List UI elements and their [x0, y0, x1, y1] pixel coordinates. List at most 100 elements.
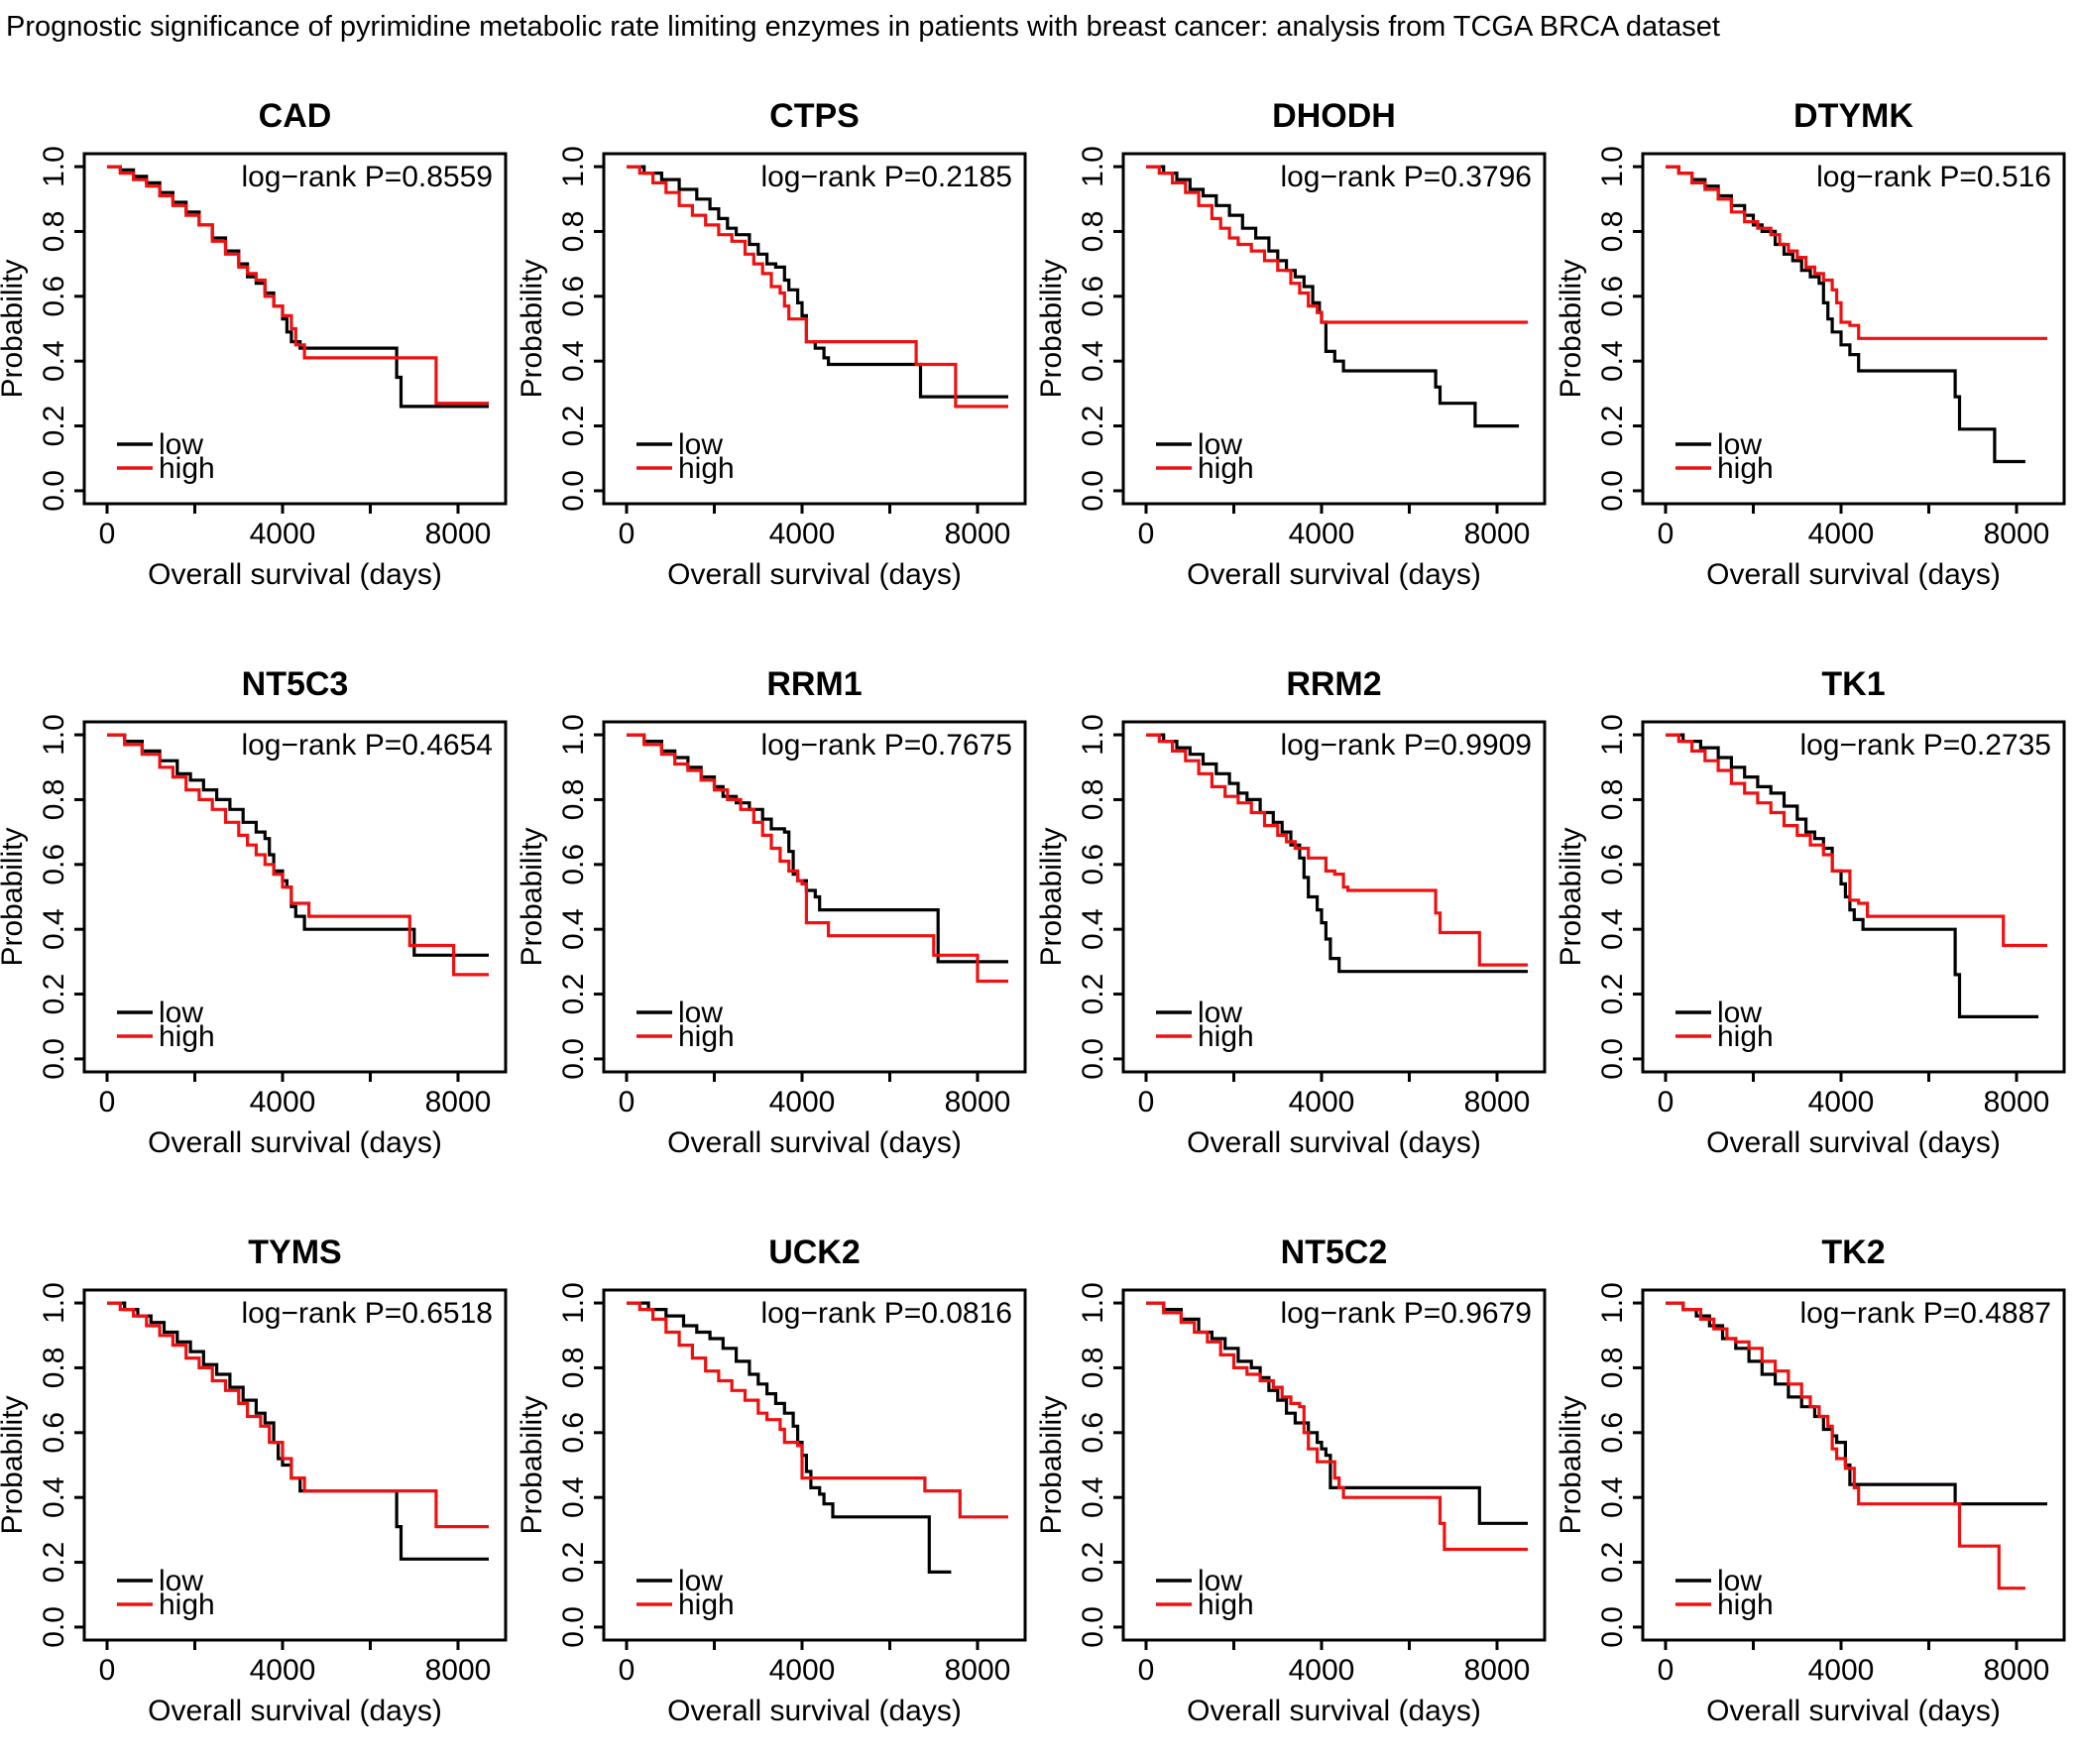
x-axis-title: Overall survival (days) [1187, 1126, 1481, 1159]
y-tick-label: 0.0 [38, 470, 70, 512]
y-tick-label: 0.4 [1077, 908, 1109, 950]
y-tick-label: 1.0 [1596, 1282, 1629, 1324]
y-tick-label: 0.2 [557, 1542, 590, 1584]
km-curve-low [107, 165, 489, 409]
x-tick-label: 8000 [1464, 518, 1531, 550]
legend-label-high: high [1717, 452, 1774, 485]
y-tick-label: 0.0 [38, 1606, 70, 1648]
x-tick-label: 0 [99, 1654, 116, 1687]
y-tick-label: 0.8 [1077, 1348, 1109, 1389]
y-tick-label: 1.0 [557, 1282, 590, 1324]
y-tick-label: 0.0 [1596, 470, 1629, 512]
x-tick-label: 4000 [1808, 518, 1875, 550]
x-tick-label: 0 [619, 518, 635, 550]
plot-frame [1641, 1288, 2066, 1642]
y-tick-label: 0.6 [1077, 1412, 1109, 1454]
y-tick-label: 0.4 [1596, 1476, 1629, 1518]
panel-cad: CAD log−rank P=0.8559 0.0 0.2 0.4 0.6 0.8 1.0 0 4… [0, 52, 520, 620]
y-tick-label: 1.0 [38, 1282, 70, 1324]
y-tick-label: 0.0 [1077, 1038, 1109, 1080]
panel-title: TK1 [1821, 665, 1885, 703]
x-tick-label: 8000 [425, 1086, 492, 1118]
y-axis-title: Probability [1039, 827, 1068, 966]
km-curve-low [1146, 1301, 1528, 1525]
y-axis-title: Probability [520, 1395, 548, 1534]
y-tick-label: 1.0 [1596, 714, 1629, 756]
km-chart-dtymk: DTYMK log−rank P=0.516 0.0 0.2 0.4 0.6 0.8 1.0 0… [1559, 97, 2066, 591]
legend-label-low: low [1717, 997, 1762, 1029]
y-tick-label: 0.2 [1077, 974, 1109, 1015]
p-value-label: log−rank P=0.3796 [1280, 161, 1532, 193]
km-chart-uck2: UCK2 log−rank P=0.0816 0.0 0.2 0.4 0.6 0.8 1.0 0… [520, 1234, 1027, 1727]
panel-title: RRM1 [766, 665, 862, 703]
legend-label-high: high [1717, 1020, 1774, 1053]
y-tick-label: 0.2 [1596, 1542, 1629, 1584]
panel-title: NT5C2 [1281, 1234, 1388, 1271]
panel-grid: CAD log−rank P=0.8559 0.0 0.2 0.4 0.6 0.8 1.0 0 4… [0, 52, 2079, 1756]
y-tick-label: 0.6 [38, 276, 70, 317]
y-tick-label: 0.8 [557, 1348, 590, 1389]
km-curve-high [1666, 1301, 2025, 1590]
y-tick-label: 0.8 [557, 779, 590, 821]
plot-frame [602, 152, 1027, 506]
p-value-label: log−rank P=0.0816 [760, 1297, 1012, 1330]
p-value-label: log−rank P=0.516 [1816, 161, 2051, 193]
p-value-label: log−rank P=0.2185 [760, 161, 1012, 193]
x-tick-label: 4000 [1289, 1654, 1355, 1687]
x-tick-label: 4000 [1808, 1086, 1875, 1118]
x-tick-label: 4000 [769, 518, 836, 550]
legend-label-low: low [678, 428, 723, 461]
y-tick-label: 0.2 [1596, 974, 1629, 1015]
y-axis-title: Probability [520, 827, 548, 966]
legend-label-high: high [1717, 1588, 1774, 1621]
y-tick-label: 1.0 [38, 146, 70, 187]
y-tick-label: 0.0 [38, 1038, 70, 1080]
x-axis-title: Overall survival (days) [1187, 1695, 1481, 1727]
x-tick-label: 0 [1138, 518, 1155, 550]
y-tick-label: 1.0 [1077, 146, 1109, 187]
x-tick-label: 8000 [425, 1654, 492, 1687]
x-tick-label: 8000 [1984, 1654, 2050, 1687]
panel-title: RRM2 [1286, 665, 1381, 703]
y-tick-label: 0.4 [557, 1476, 590, 1518]
x-tick-label: 0 [619, 1086, 635, 1118]
y-axis-title: Probability [1559, 259, 1587, 398]
y-tick-label: 1.0 [557, 714, 590, 756]
x-tick-label: 0 [99, 1086, 116, 1118]
y-tick-label: 0.2 [1596, 406, 1629, 447]
x-tick-label: 0 [619, 1654, 635, 1687]
legend-label-low: low [1198, 997, 1242, 1029]
km-curve-high [627, 1301, 1008, 1519]
x-axis-title: Overall survival (days) [1706, 1695, 2001, 1727]
km-curve-low [627, 165, 1008, 399]
y-tick-label: 1.0 [1077, 1282, 1109, 1324]
x-tick-label: 4000 [250, 1086, 316, 1118]
legend-label-low: low [1198, 1565, 1242, 1597]
y-tick-label: 0.8 [38, 1348, 70, 1389]
y-tick-label: 0.4 [557, 908, 590, 950]
y-tick-label: 0.8 [1596, 211, 1629, 253]
panel-title: NT5C3 [242, 665, 349, 703]
panel-nt5c3: NT5C3 log−rank P=0.4654 0.0 0.2 0.4 0.6 0.8 1.0… [0, 620, 520, 1188]
x-tick-label: 8000 [945, 1086, 1011, 1118]
panel-title: TK2 [1821, 1234, 1885, 1271]
km-chart-nt5c2: NT5C2 log−rank P=0.9679 0.0 0.2 0.4 0.6 0.8 1.0… [1039, 1234, 1547, 1727]
plot-frame [1641, 152, 2066, 506]
km-chart-cad: CAD log−rank P=0.8559 0.0 0.2 0.4 0.6 0.8 1.0 0 4… [0, 97, 508, 591]
p-value-label: log−rank P=0.4887 [1799, 1297, 2051, 1330]
x-tick-label: 8000 [945, 1654, 1011, 1687]
y-tick-label: 0.6 [38, 1412, 70, 1454]
x-tick-label: 8000 [1984, 1086, 2050, 1118]
x-tick-label: 4000 [250, 1654, 316, 1687]
y-tick-label: 0.0 [557, 1038, 590, 1080]
y-axis-title: Probability [0, 1395, 29, 1534]
km-curve-high [107, 1301, 489, 1529]
legend-label-high: high [678, 452, 735, 485]
y-tick-label: 0.2 [1077, 1542, 1109, 1584]
legend-label-high: high [1198, 1020, 1254, 1053]
plot-frame [1121, 1288, 1547, 1642]
panel-nt5c2: NT5C2 log−rank P=0.9679 0.0 0.2 0.4 0.6 0.8 1.0… [1039, 1188, 1559, 1756]
y-tick-label: 0.4 [1596, 908, 1629, 950]
panel-title: UCK2 [768, 1234, 861, 1271]
p-value-label: log−rank P=0.9909 [1280, 729, 1532, 762]
